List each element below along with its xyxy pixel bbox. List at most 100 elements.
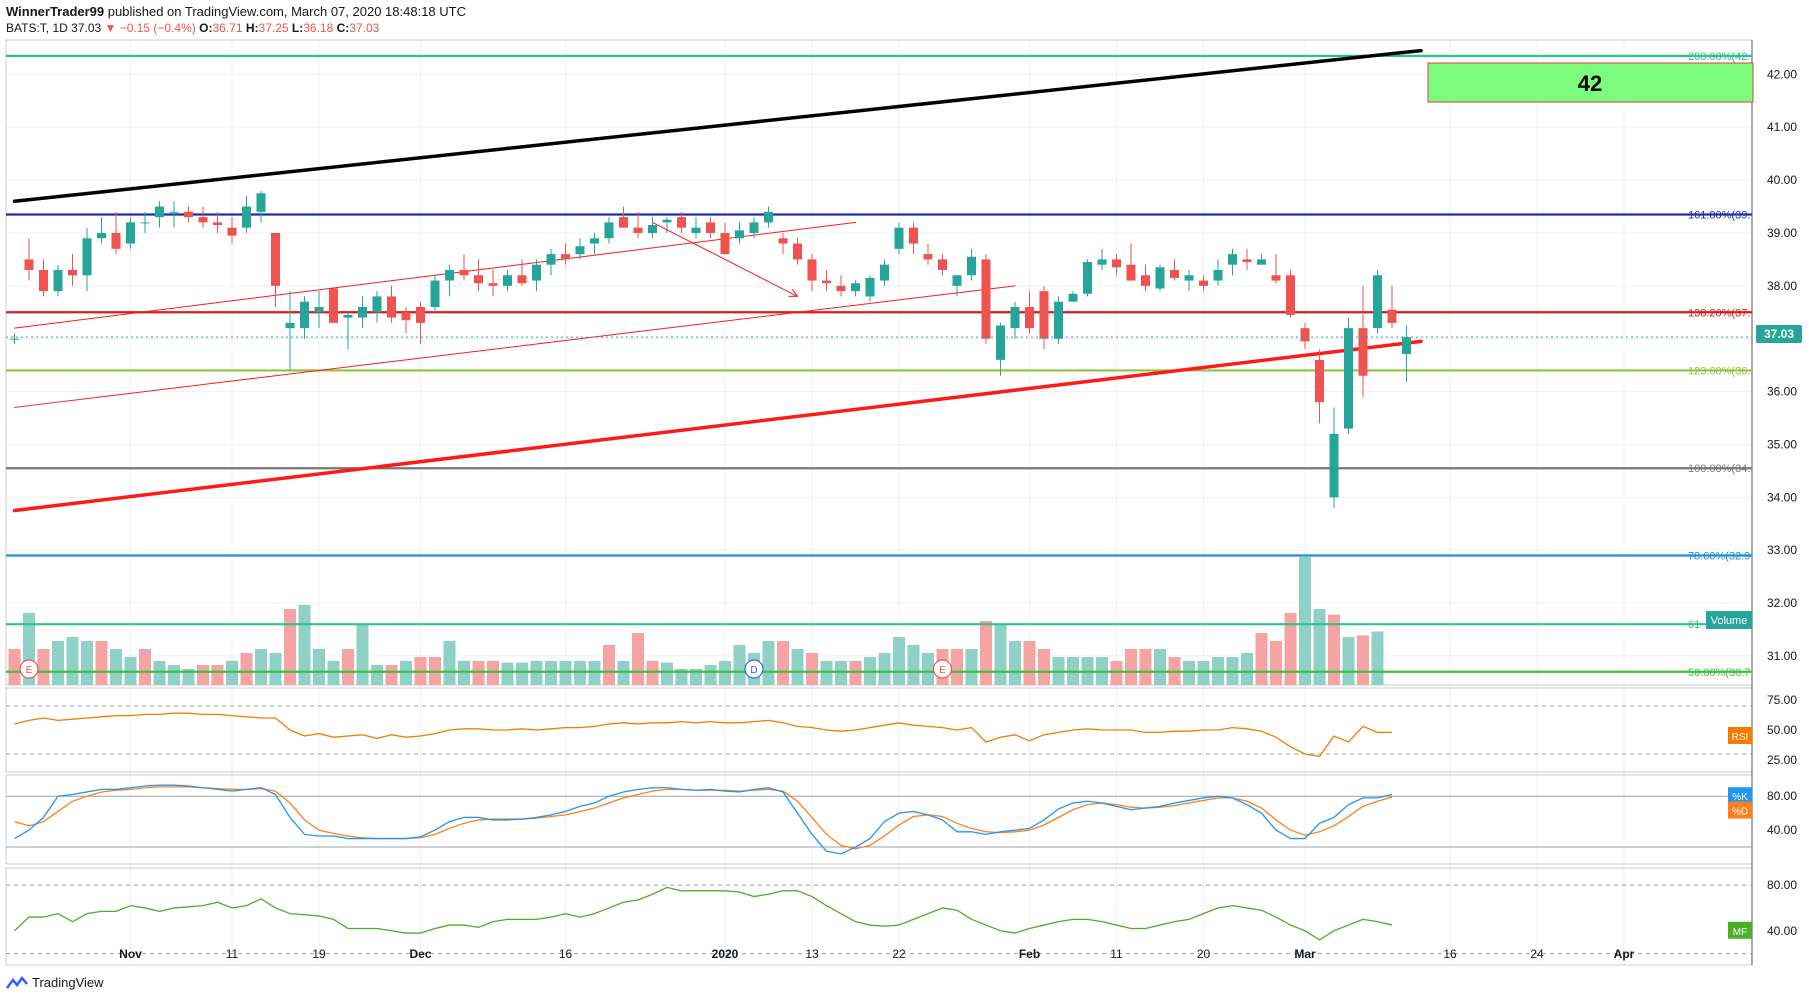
- tradingview-brand: TradingView: [32, 975, 104, 990]
- candle-body: [677, 217, 686, 228]
- volume-bar: [1357, 635, 1369, 685]
- time-axis-label: 13: [805, 947, 819, 961]
- author-name[interactable]: WinnerTrader99: [6, 4, 105, 19]
- trend-lines[interactable]: [12, 48, 1423, 513]
- black-trend-line[interactable]: [12, 48, 1423, 203]
- candle-body: [517, 275, 527, 284]
- event-marker[interactable]: [932, 659, 953, 679]
- price-axis-label: 34.00: [1767, 490, 1797, 504]
- volume-bar: [835, 661, 847, 685]
- candle-body: [1170, 269, 1179, 278]
- mf-axis-label: 80.00: [1767, 878, 1797, 892]
- event-marker[interactable]: [19, 659, 39, 679]
- candle-body: [720, 232, 730, 255]
- candle-body: [1083, 262, 1092, 294]
- pane-frame: [5, 39, 1753, 686]
- candle-body: [1141, 275, 1150, 286]
- price-axis[interactable]: 31.0032.0033.0034.0035.0036.0037.0038.00…: [1767, 67, 1797, 663]
- volume-bar: [400, 661, 412, 685]
- candle-body: [938, 259, 947, 270]
- red-arrow-head: [788, 288, 799, 297]
- candle-body: [358, 306, 367, 318]
- price-axis-label: 31.00: [1767, 649, 1797, 663]
- stoch-d-badge-label: %D: [1732, 807, 1748, 818]
- candle-body: [546, 254, 556, 265]
- volume-bar: [1154, 649, 1166, 685]
- volume-bar: [878, 653, 891, 685]
- volume-bar: [1023, 641, 1036, 685]
- volume-bar: [1299, 557, 1311, 685]
- candle-body: [271, 232, 280, 286]
- red-arrow-line[interactable]: [652, 221, 798, 297]
- volume-bar: [617, 661, 630, 685]
- candle-body: [1025, 306, 1034, 329]
- last-price: 37.03: [71, 21, 102, 35]
- low-label: L:: [291, 21, 304, 35]
- volume-bar: [646, 661, 659, 685]
- candle-body: [1257, 259, 1266, 265]
- rsi-line: [14, 712, 1392, 758]
- volume-bars: [8, 557, 1384, 685]
- volume-bar: [81, 641, 93, 685]
- volume-bar: [820, 661, 833, 685]
- candle-body: [459, 269, 469, 276]
- red-thick-trend-line[interactable]: [12, 339, 1423, 513]
- candle-body: [1199, 280, 1208, 286]
- volume-bar: [385, 665, 398, 685]
- volume-bar: [530, 661, 543, 685]
- candle-body: [1358, 328, 1368, 376]
- target-box[interactable]: [1427, 62, 1754, 103]
- fib-levels[interactable]: 200.00%(42. 161.80%(39. 138.20%(37. 123.60%…: [6, 51, 1752, 679]
- candle-body: [213, 222, 222, 226]
- price-badge-label: 37.03: [1764, 327, 1794, 341]
- pane-frame: [5, 687, 1753, 773]
- price-badge: [1756, 325, 1802, 343]
- symbol-label[interactable]: BATS:T, 1D: [6, 21, 68, 35]
- candle-body: [1039, 291, 1049, 339]
- tradingview-footer[interactable]: TradingView: [6, 975, 104, 990]
- volume-bar: [1183, 661, 1195, 685]
- rsi-badge: [1728, 727, 1752, 744]
- candle-body: [53, 269, 63, 292]
- stoch-d-badge: [1728, 801, 1752, 819]
- mf-axis-label: 40.00: [1767, 924, 1797, 938]
- candle-body: [1155, 267, 1165, 289]
- volume-bar: [313, 649, 325, 685]
- volume-bar: [1197, 661, 1210, 685]
- candle-body: [590, 238, 599, 244]
- time-axis-label: Dec: [409, 947, 431, 961]
- high-label: H:: [245, 21, 259, 35]
- volume-bar: [559, 661, 572, 685]
- time-axis[interactable]: Nov 11 19 Dec 16 2020 13 22 Feb 11 20 Mar 16 24 Apr: [119, 947, 1634, 961]
- close-label: C:: [336, 21, 350, 35]
- volume-bar: [719, 661, 731, 685]
- candle-body: [343, 314, 353, 318]
- tradingview-logo-icon: [6, 975, 28, 989]
- time-axis-label: 11: [226, 947, 239, 961]
- candle-body: [1387, 309, 1397, 323]
- thin-red-lower-line[interactable]: [14, 285, 1016, 408]
- volume-bar: [284, 609, 296, 685]
- fib-level-label: 161.80%(39.: [1688, 209, 1750, 221]
- pane-frame: [5, 774, 1753, 865]
- rsi-axis-label: 75.00: [1767, 693, 1797, 707]
- published-text: published on TradingView.com, March 07, …: [107, 4, 466, 19]
- price-axis-label: 38.00: [1767, 279, 1797, 293]
- fib-level-label: 100.00%(34.: [1688, 463, 1750, 475]
- volume-bar: [37, 649, 50, 685]
- price-axis-label: 41.00: [1767, 120, 1797, 134]
- candle-body: [1402, 337, 1411, 355]
- candle-body: [996, 325, 1005, 360]
- volume-bar: [806, 653, 818, 685]
- candle-body: [1300, 328, 1310, 342]
- candle-body: [909, 227, 918, 244]
- volume-bar: [1284, 613, 1297, 685]
- stoch-k-line: [14, 784, 1393, 855]
- volume-bar: [139, 649, 151, 685]
- candle-body: [865, 277, 875, 297]
- stoch-k-badge-label: %K: [1732, 792, 1748, 803]
- candle-body: [285, 322, 295, 329]
- event-marker[interactable]: [744, 659, 764, 679]
- time-axis-label: 16: [559, 947, 573, 961]
